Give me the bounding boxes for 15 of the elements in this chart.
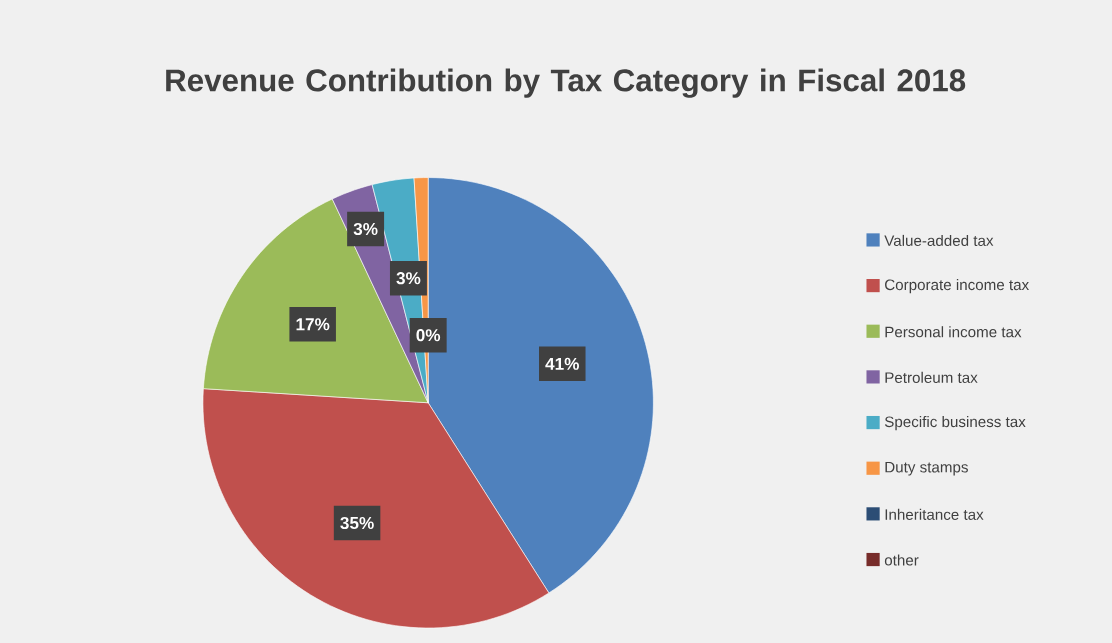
legend-label: Duty stamps — [885, 461, 968, 476]
data-label: 41% — [545, 357, 579, 370]
text: 0% — [416, 329, 441, 342]
data-label: 35% — [340, 516, 374, 529]
legend-label: Personal income tax — [885, 326, 1022, 338]
data-label: 3% — [396, 271, 421, 285]
legend-label: Inheritance tax — [885, 508, 984, 520]
legend-label: Specific business tax — [884, 415, 1026, 431]
chart-title: Revenue Contribution by Tax Category in Fiscal 2018 — [166, 68, 966, 98]
legend-label: Petroleum tax — [885, 371, 978, 383]
legend-label: other — [884, 554, 919, 566]
legend-label: Corporate income tax — [885, 278, 1030, 294]
data-label: 17% — [296, 318, 330, 331]
data-label: 3% — [353, 222, 378, 235]
legend-label: Value-added tax — [884, 234, 994, 246]
